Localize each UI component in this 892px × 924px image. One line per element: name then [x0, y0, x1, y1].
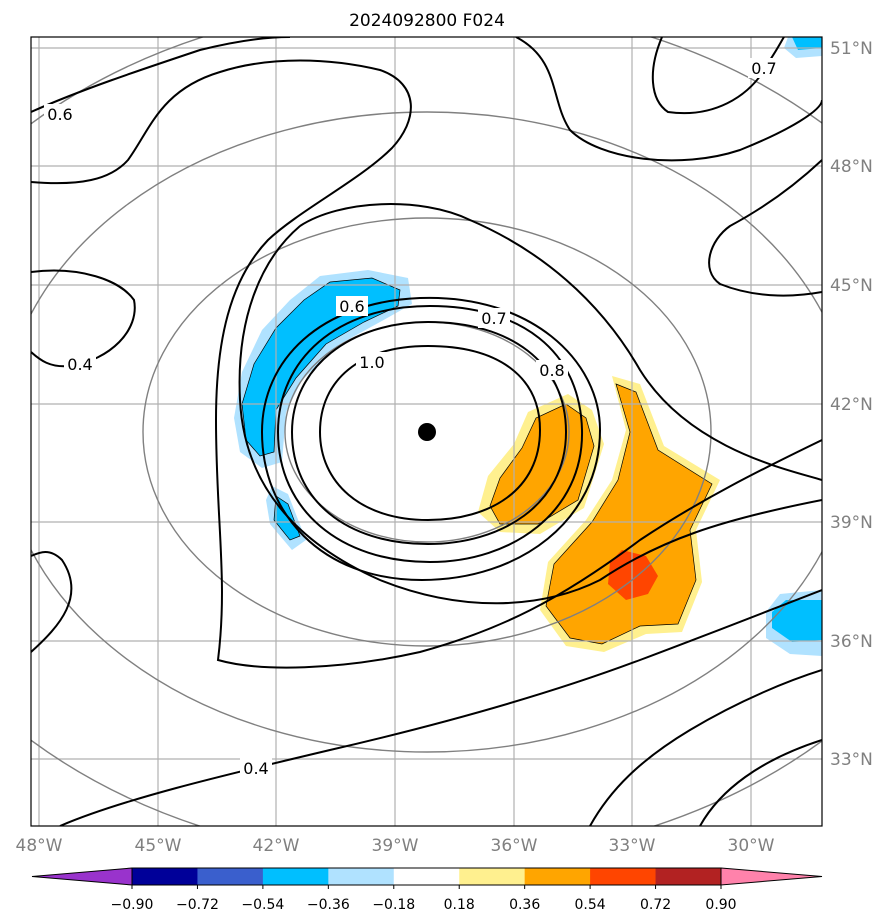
lat-tick-label: 42°N: [830, 395, 873, 415]
shading-outline-layer: [241, 277, 713, 645]
negative-anomaly-core-ne: [792, 37, 822, 50]
contour-0-6: [238, 203, 822, 605]
longitude-axis: 48°W 45°W 42°W 39°W 36°W 33°W 30°W: [16, 836, 775, 856]
range-circles: [31, 37, 822, 826]
colorbar-tick-label: 0.90: [705, 897, 736, 913]
lat-tick-label: 36°N: [830, 632, 873, 652]
colorbar-tick-label: −0.90: [111, 897, 154, 913]
contour-label: 0.6: [339, 297, 364, 316]
lon-tick-label: 36°W: [491, 836, 538, 856]
lat-tick-label: 51°N: [830, 39, 873, 59]
colorbar-tick-label: −0.54: [241, 897, 284, 913]
contour-label: 0.4: [243, 759, 268, 778]
colorbar-swatch: [262, 868, 329, 885]
contour-label: 0.6: [47, 105, 72, 124]
contour-0-6-north: [31, 37, 291, 113]
lon-tick-label: 30°W: [728, 836, 775, 856]
colorbar-swatch: [459, 868, 526, 885]
contour-label: 0.7: [481, 309, 506, 328]
negative-anomaly-core-east: [772, 600, 822, 642]
lat-tick-label: 45°N: [830, 276, 873, 296]
contour-label: 1.0: [359, 353, 384, 372]
map-area: 0.6 0.4 0.7 0.6 0.7 0.8 1.0 0.4: [30, 36, 823, 827]
colorbar-extend-low: [31, 867, 133, 886]
contour-0-4-west: [31, 269, 136, 368]
colorbar-labels: −0.90 −0.72 −0.54 −0.36 −0.18 0.18 0.36 0.54 0.7…: [111, 885, 737, 913]
contour-0-6-east: [708, 159, 822, 297]
lat-tick-label: 33°N: [830, 750, 873, 770]
lon-tick-label: 48°W: [16, 836, 63, 856]
colorbar-swatch: [524, 868, 591, 885]
contour-label: 0.4: [67, 355, 92, 374]
colorbar-swatch: [197, 868, 264, 885]
colorbar-tick-label: 0.54: [575, 897, 606, 913]
lat-tick-label: 39°N: [830, 513, 873, 533]
latitude-axis: 51°N 48°N 45°N 42°N 39°N 36°N 33°N: [830, 39, 873, 770]
colorbar-tick-label: 0.36: [509, 897, 540, 913]
colorbar: −0.90 −0.72 −0.54 −0.36 −0.18 0.18 0.36 0.54 0.7…: [31, 867, 823, 913]
colorbar-swatch: [590, 868, 657, 885]
lon-tick-label: 33°W: [609, 836, 656, 856]
colorbar-swatch: [132, 868, 198, 885]
colorbar-swatch: [655, 868, 722, 885]
colorbar-tick-label: −0.18: [372, 897, 415, 913]
colorbar-segments: [31, 867, 823, 886]
contour-0-7: [260, 296, 602, 582]
storm-center-marker: [418, 423, 436, 441]
lon-tick-label: 45°W: [135, 836, 182, 856]
contour-0-7-north: [515, 37, 822, 162]
colorbar-tick-label: −0.36: [307, 897, 350, 913]
contour-label: 0.7: [751, 59, 776, 78]
positive-anomaly-core-south: [546, 384, 712, 644]
colorbar-tick-label: 0.72: [640, 897, 671, 913]
colorbar-swatch: [328, 868, 395, 885]
colorbar-frame: [131, 867, 722, 886]
colorbar-tick-label: 0.18: [444, 897, 475, 913]
lon-tick-label: 42°W: [253, 836, 300, 856]
lat-tick-label: 48°N: [830, 157, 873, 177]
map-title: 2024092800 F024: [349, 11, 505, 31]
map-frame: [30, 36, 823, 827]
contour-label: 0.8: [539, 361, 564, 380]
colorbar-tick-label: −0.72: [176, 897, 219, 913]
lon-tick-label: 39°W: [372, 836, 419, 856]
contour-0-5: [31, 59, 822, 669]
contour-label-layer: 0.6 0.4 0.7 0.6 0.7 0.8 1.0 0.4: [44, 58, 780, 778]
positive-anomaly-peak: [608, 550, 658, 600]
colorbar-swatch: [393, 868, 460, 885]
contour-1-0: [318, 344, 542, 522]
contour-0-4: [31, 551, 822, 826]
colorbar-extend-high: [720, 867, 823, 886]
positive-anomaly-core: [490, 404, 594, 524]
contour-0-3-south: [589, 669, 822, 826]
contour-lines: [31, 37, 822, 826]
